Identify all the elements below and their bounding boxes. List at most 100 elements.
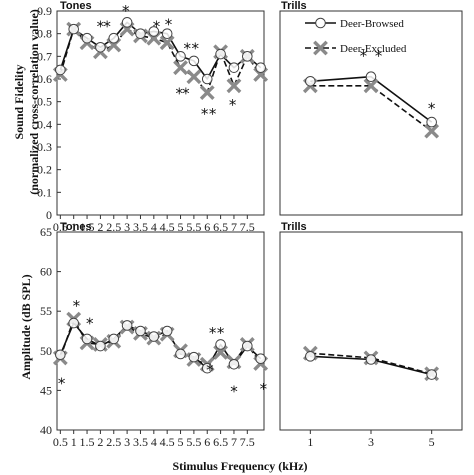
legend-label-browsed: Deer-Browsed: [340, 18, 404, 30]
axis-ticks: 00.10.20.30.40.50.60.70.80.90.5 1 1.5 2 2.5 3…: [37, 4, 435, 449]
x-tick-label: 6.5: [213, 435, 228, 449]
y-tick-label: 0.5: [37, 95, 52, 109]
significance-star: *: [183, 39, 191, 57]
panel-title-trills-bottom: Trills: [281, 221, 307, 233]
marker-browsed: [148, 26, 160, 37]
y-axis-title-bottom: Amplitude (dB SPL): [19, 274, 33, 379]
significance-star: *: [191, 39, 199, 57]
significance-star: *: [230, 382, 238, 400]
marker-browsed: [201, 73, 213, 85]
significance-star: *: [375, 47, 383, 65]
series-line-excluded-bottom-right: [310, 352, 432, 375]
marker-browsed: [188, 55, 200, 67]
marker-browsed: [426, 369, 437, 380]
significance-star: *: [103, 18, 111, 36]
marker-browsed: [55, 349, 66, 361]
x-tick-label: 1.5: [80, 220, 95, 234]
x-tick-label: 4.5: [160, 435, 175, 449]
significance-star: *: [86, 314, 94, 332]
marker-excluded: [424, 123, 440, 139]
marker-browsed: [68, 317, 79, 329]
marker-browsed: [81, 32, 93, 44]
x-tick-label: 5: [429, 435, 435, 449]
y-tick-label: 0.9: [37, 4, 52, 18]
marker-excluded: [213, 344, 229, 360]
x-tick-label: 3: [124, 220, 130, 234]
x-tick-label: 4: [151, 220, 157, 234]
x-tick-label: 7: [231, 435, 237, 449]
significance-star: *: [229, 96, 237, 114]
y-tick-label: 55: [40, 304, 52, 318]
marker-browsed: [108, 333, 120, 345]
significance-star: *: [360, 47, 368, 65]
y-tick-label: 0.2: [37, 163, 52, 177]
x-tick-label: 5.5: [186, 220, 201, 234]
y-tick-label: 65: [40, 225, 52, 239]
y-tick-label: 50: [40, 344, 52, 358]
annotations-layer: * *** ** ** ** *** ****** *** *: [58, 2, 436, 401]
panel-title-trills-top: Trills: [281, 0, 307, 12]
marker-browsed: [175, 51, 186, 62]
marker-browsed: [175, 348, 186, 360]
marker-browsed: [121, 320, 133, 331]
marker-browsed: [242, 340, 253, 352]
significance-star: *: [260, 380, 268, 398]
marker-browsed: [426, 116, 437, 128]
significance-star: *: [217, 324, 225, 342]
marker-browsed: [215, 339, 226, 350]
marker-browsed: [228, 358, 240, 370]
marker-browsed: [255, 62, 266, 73]
y-axis-title-top-line1: Sound Fidelity: [12, 64, 26, 139]
x-tick-label: 5.5: [186, 435, 201, 449]
significance-star: *: [209, 324, 217, 342]
y-tick-label: 40: [40, 423, 52, 437]
x-tick-label: 7: [231, 220, 237, 234]
significance-star: *: [165, 15, 173, 33]
y-tick-label: 0.6: [37, 72, 52, 86]
marker-browsed: [68, 23, 79, 35]
y-tick-label: 0: [46, 208, 52, 222]
marker-browsed: [135, 325, 146, 337]
marker-browsed: [365, 354, 377, 365]
significance-star: *: [428, 99, 436, 117]
y-tick-label: 0.1: [37, 185, 52, 199]
x-tick-label: 0.5: [53, 435, 68, 449]
marker-browsed: [95, 41, 106, 53]
x-tick-label: 1: [307, 435, 313, 449]
marker-browsed: [215, 48, 226, 60]
y-tick-label: 45: [40, 383, 52, 397]
marker-browsed: [81, 333, 93, 345]
marker-browsed: [108, 32, 120, 44]
x-axis-title: Stimulus Frequency (kHz): [172, 459, 307, 473]
significance-star: *: [206, 361, 214, 379]
y-axis-title-top-line2: (normalized cross-correlation value): [27, 9, 41, 195]
y-tick-label: 0.4: [37, 117, 52, 131]
marker-excluded: [226, 78, 242, 94]
x-tick-label: 3.5: [133, 220, 148, 234]
marker-browsed: [365, 71, 377, 83]
significance-star: *: [182, 85, 190, 103]
series-layer: [52, 17, 440, 382]
marker-browsed: [161, 325, 173, 337]
significance-star: *: [73, 297, 81, 315]
legend: Deer-Browsed Deer-Excluded: [305, 17, 407, 56]
panel-frame-bottom-right: [279, 231, 463, 431]
marker-excluded: [186, 69, 202, 85]
marker-excluded: [173, 60, 188, 76]
marker-browsed: [55, 64, 66, 76]
marker-browsed: [305, 75, 316, 87]
x-tick-label: 5: [178, 220, 184, 234]
x-tick-label: 6: [204, 220, 210, 234]
y-tick-label: 60: [40, 265, 52, 279]
marker-excluded: [363, 78, 379, 94]
x-tick-label: 2.5: [106, 435, 121, 449]
x-tick-label: 0.5: [53, 220, 68, 234]
x-tick-label: 6.5: [213, 220, 228, 234]
marker-browsed: [95, 340, 106, 352]
x-tick-label: 2: [97, 435, 103, 449]
x-tick-label: 4.5: [160, 220, 175, 234]
x-tick-label: 2.5: [106, 220, 121, 234]
panel-frame-bottom-left: [56, 231, 265, 431]
significance-star: *: [58, 374, 66, 392]
